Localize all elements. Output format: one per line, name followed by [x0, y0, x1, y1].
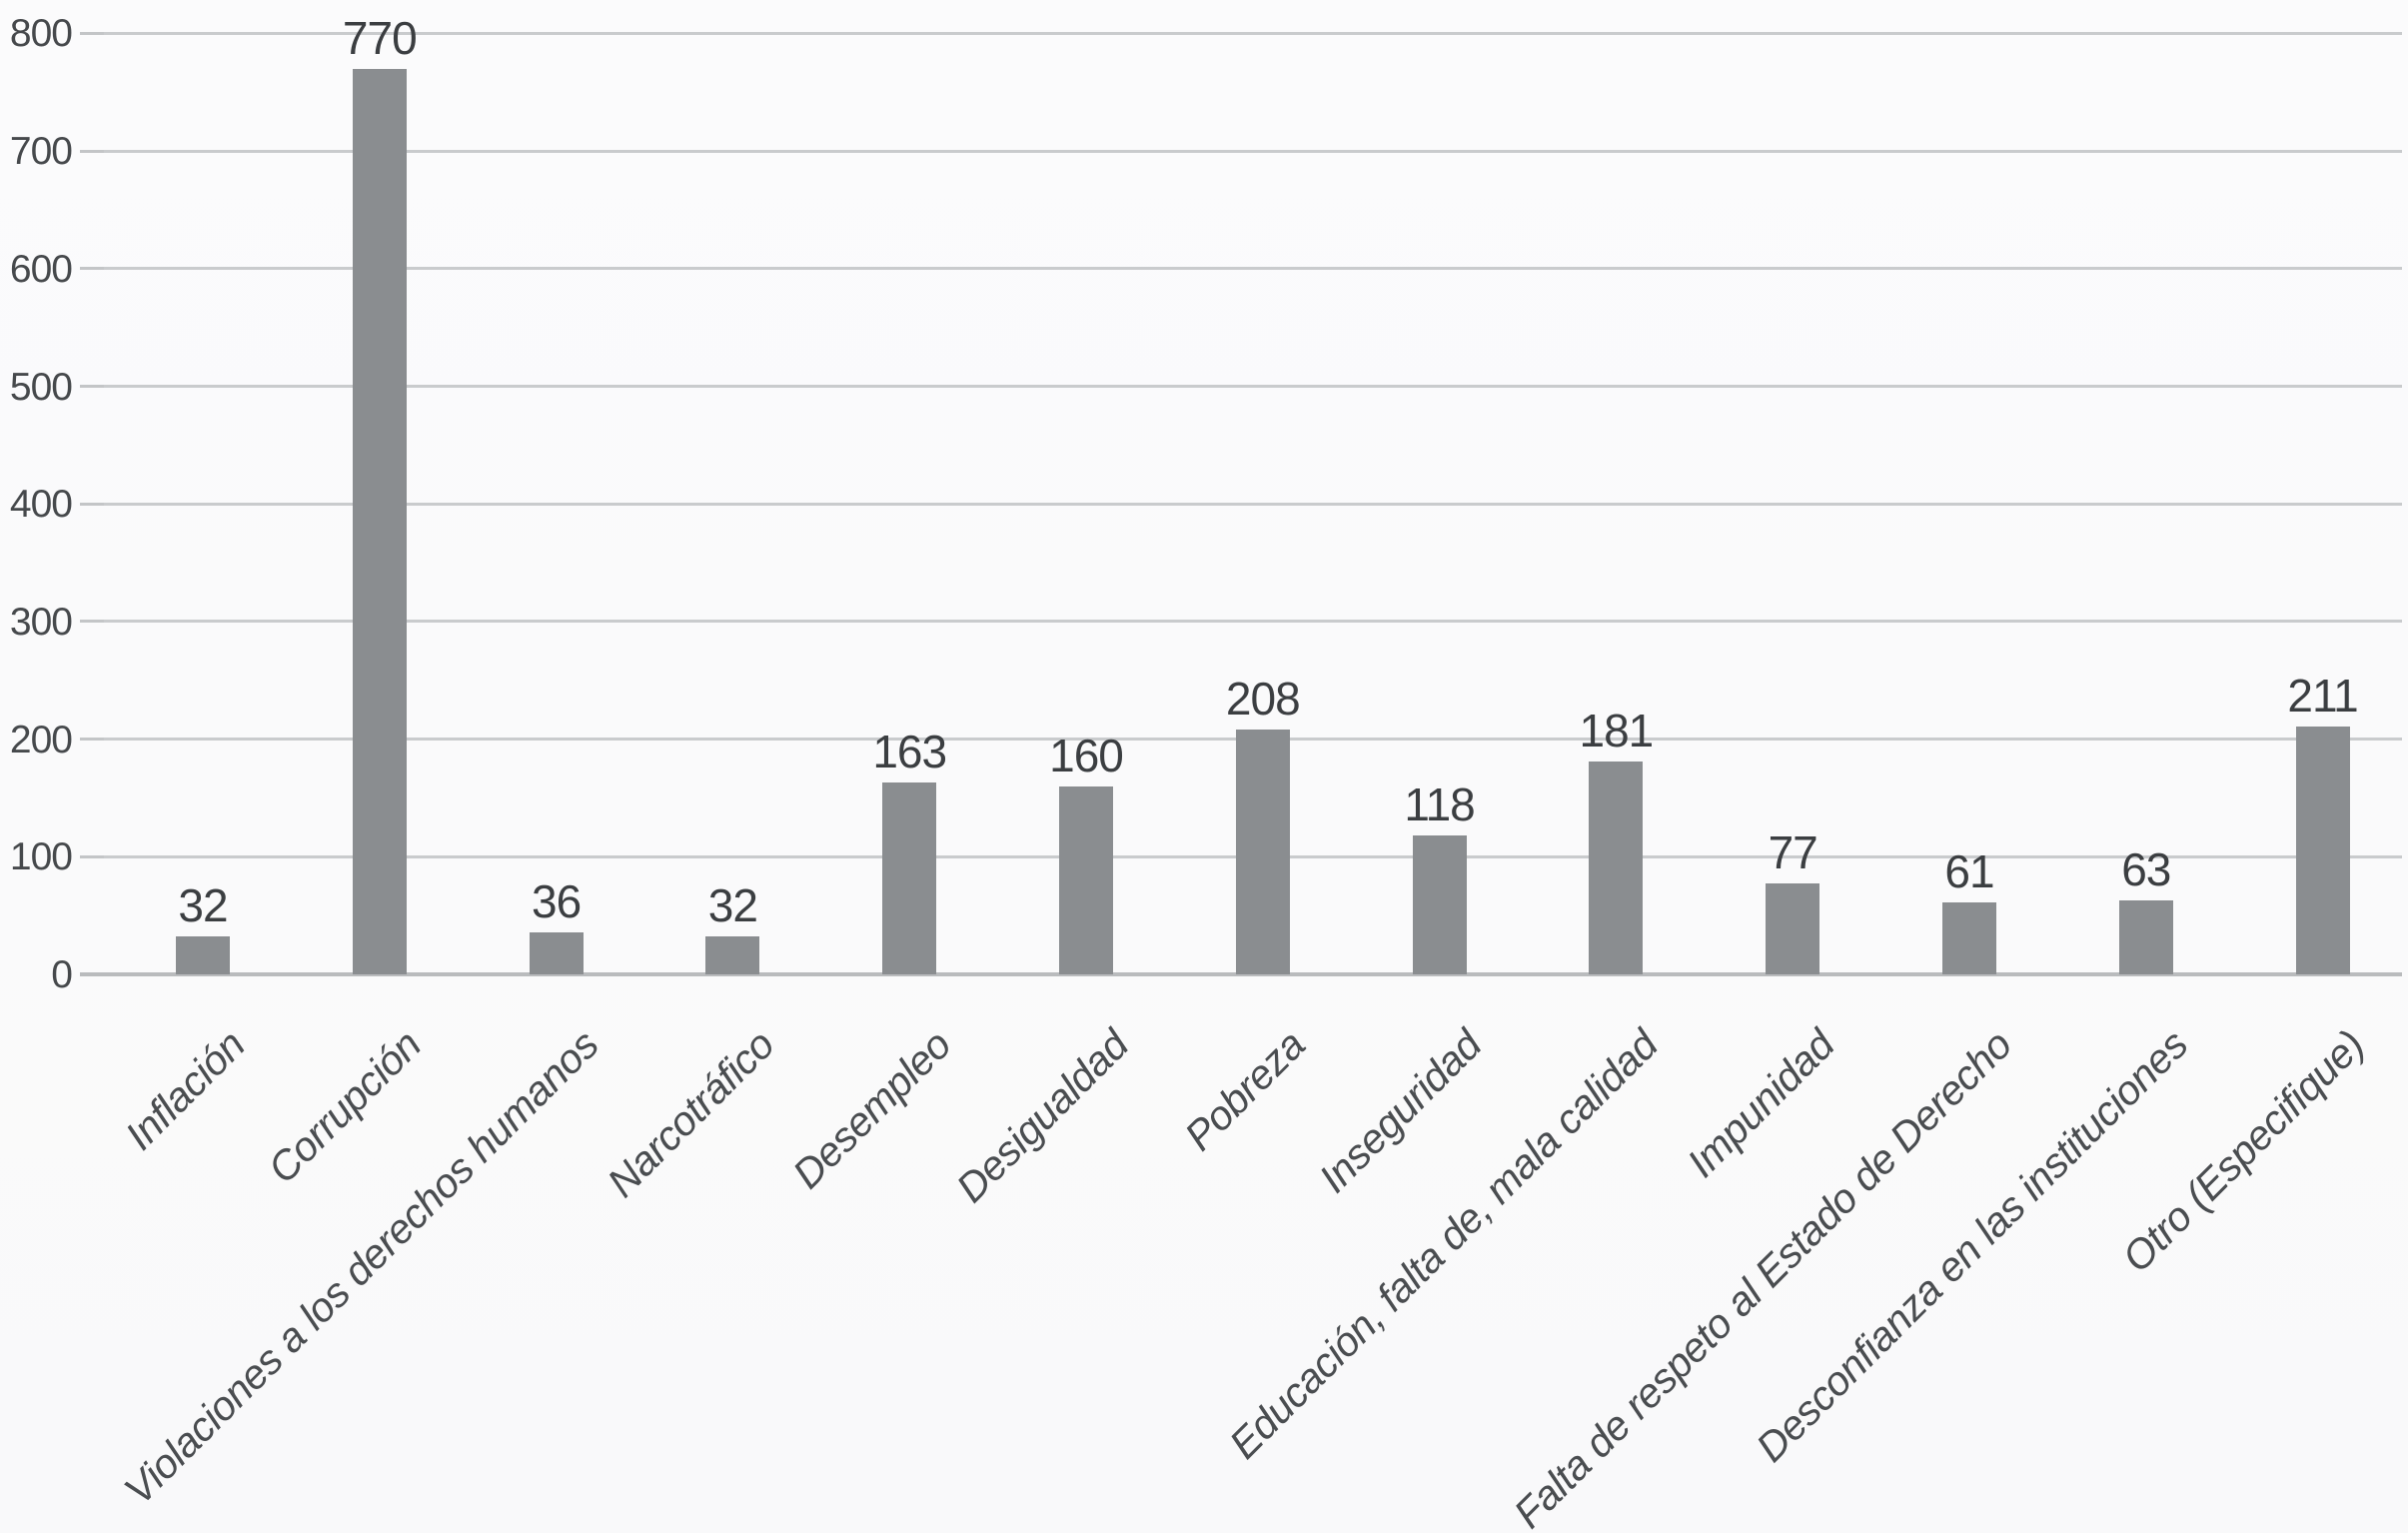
y-tick-label: 200: [9, 718, 73, 762]
y-tick-label: 400: [9, 483, 73, 527]
bar-12: [2295, 726, 2350, 974]
gridline: [104, 149, 2402, 153]
category-label: Impunidad: [1678, 1021, 1843, 1186]
y-axis-tick: [80, 502, 104, 506]
y-axis-tick: [80, 620, 104, 624]
x-axis-line: [80, 972, 2402, 976]
bar-10: [1942, 902, 1996, 974]
bar-value-label: 118: [1404, 778, 1475, 831]
bar-3: [705, 936, 760, 974]
category-label: Corrupción: [259, 1021, 431, 1192]
y-axis-tick: [80, 738, 104, 742]
bar-value-label: 181: [1579, 704, 1655, 757]
category-label: Inflación: [116, 1021, 254, 1159]
bar-value-label: 61: [1944, 845, 1994, 898]
bar-value-label: 36: [532, 874, 582, 927]
gridline: [104, 385, 2402, 388]
bar-value-label: 77: [1768, 826, 1818, 879]
y-axis-tick: [80, 385, 104, 388]
y-axis-tick: [80, 149, 104, 153]
y-tick-label: 600: [9, 247, 73, 291]
bar-0: [176, 936, 230, 974]
bar-value-label: 63: [2121, 842, 2171, 895]
bar-value-label: 160: [1049, 729, 1124, 781]
y-tick-label: 800: [9, 12, 73, 56]
category-label: Inseguridad: [1309, 1021, 1491, 1202]
gridline: [104, 502, 2402, 506]
bar-value-label: 211: [2287, 669, 2358, 722]
bar-2: [529, 931, 584, 974]
bar-value-label: 32: [178, 879, 228, 932]
y-tick-label: 700: [9, 130, 73, 174]
category-label: Narcotráfico: [599, 1021, 783, 1206]
bar-9: [1766, 883, 1820, 974]
category-label: Desigualdad: [946, 1021, 1137, 1211]
bar-5: [1059, 785, 1113, 974]
bar-value-label: 32: [707, 879, 758, 932]
y-tick-label: 0: [51, 953, 73, 996]
bar-7: [1412, 835, 1467, 974]
y-tick-label: 100: [9, 835, 73, 879]
bar-value-label: 770: [342, 11, 418, 64]
category-label: Pobreza: [1175, 1021, 1314, 1160]
y-tick-label: 300: [9, 600, 73, 644]
bar-11: [2118, 899, 2173, 974]
bar-4: [882, 782, 937, 974]
bar-6: [1235, 730, 1290, 974]
bar-value-label: 163: [872, 726, 947, 778]
bar-1: [352, 68, 407, 974]
gridline: [104, 620, 2402, 624]
category-label: Desempleo: [783, 1021, 960, 1197]
y-axis-tick: [80, 854, 104, 858]
y-axis-tick: [80, 267, 104, 271]
y-tick-label: 500: [9, 365, 73, 409]
gridline: [104, 31, 2402, 35]
bar-value-label: 208: [1225, 673, 1301, 726]
bar-8: [1589, 761, 1644, 974]
y-axis-tick: [80, 31, 104, 35]
gridline: [104, 267, 2402, 271]
